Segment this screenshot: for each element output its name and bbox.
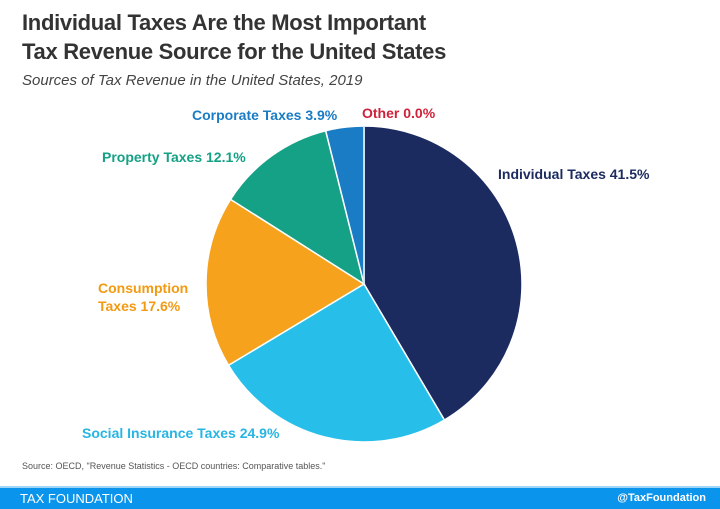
pie-slice-social-insurance-taxes [227, 282, 446, 443]
chart-title: Individual Taxes Are the Most Important … [22, 8, 446, 66]
label-consumption-taxes: Consumption Taxes 17.6% [98, 279, 188, 315]
consumption-line-1: Consumption [98, 280, 189, 296]
title-line-2: Tax Revenue Source for the United States [22, 39, 447, 64]
label-individual-taxes: Individual Taxes 41.5% [498, 166, 650, 182]
brand-name: TAX FOUNDATION [20, 491, 133, 506]
label-social-insurance-taxes: Social Insurance Taxes 24.9% [82, 425, 280, 441]
footer-bar: TAX FOUNDATION @TaxFoundation [0, 486, 720, 509]
label-other: Other 0.0% [362, 105, 436, 121]
label-property-taxes: Property Taxes 12.1% [102, 149, 246, 165]
chart-subtitle: Sources of Tax Revenue in the United Sta… [22, 72, 363, 89]
pie-slice-property-taxes [229, 129, 366, 286]
label-corporate-taxes: Corporate Taxes 3.9% [192, 107, 338, 123]
source-note: Source: OECD, "Revenue Statistics - OECD… [22, 461, 326, 471]
social-handle: @TaxFoundation [617, 492, 706, 504]
pie-slice-individual-taxes [363, 125, 523, 422]
pie-slice-consumption-taxes [205, 198, 366, 367]
title-line-1: Individual Taxes Are the Most Important [22, 10, 426, 35]
consumption-line-2: Taxes 17.6% [98, 298, 181, 314]
